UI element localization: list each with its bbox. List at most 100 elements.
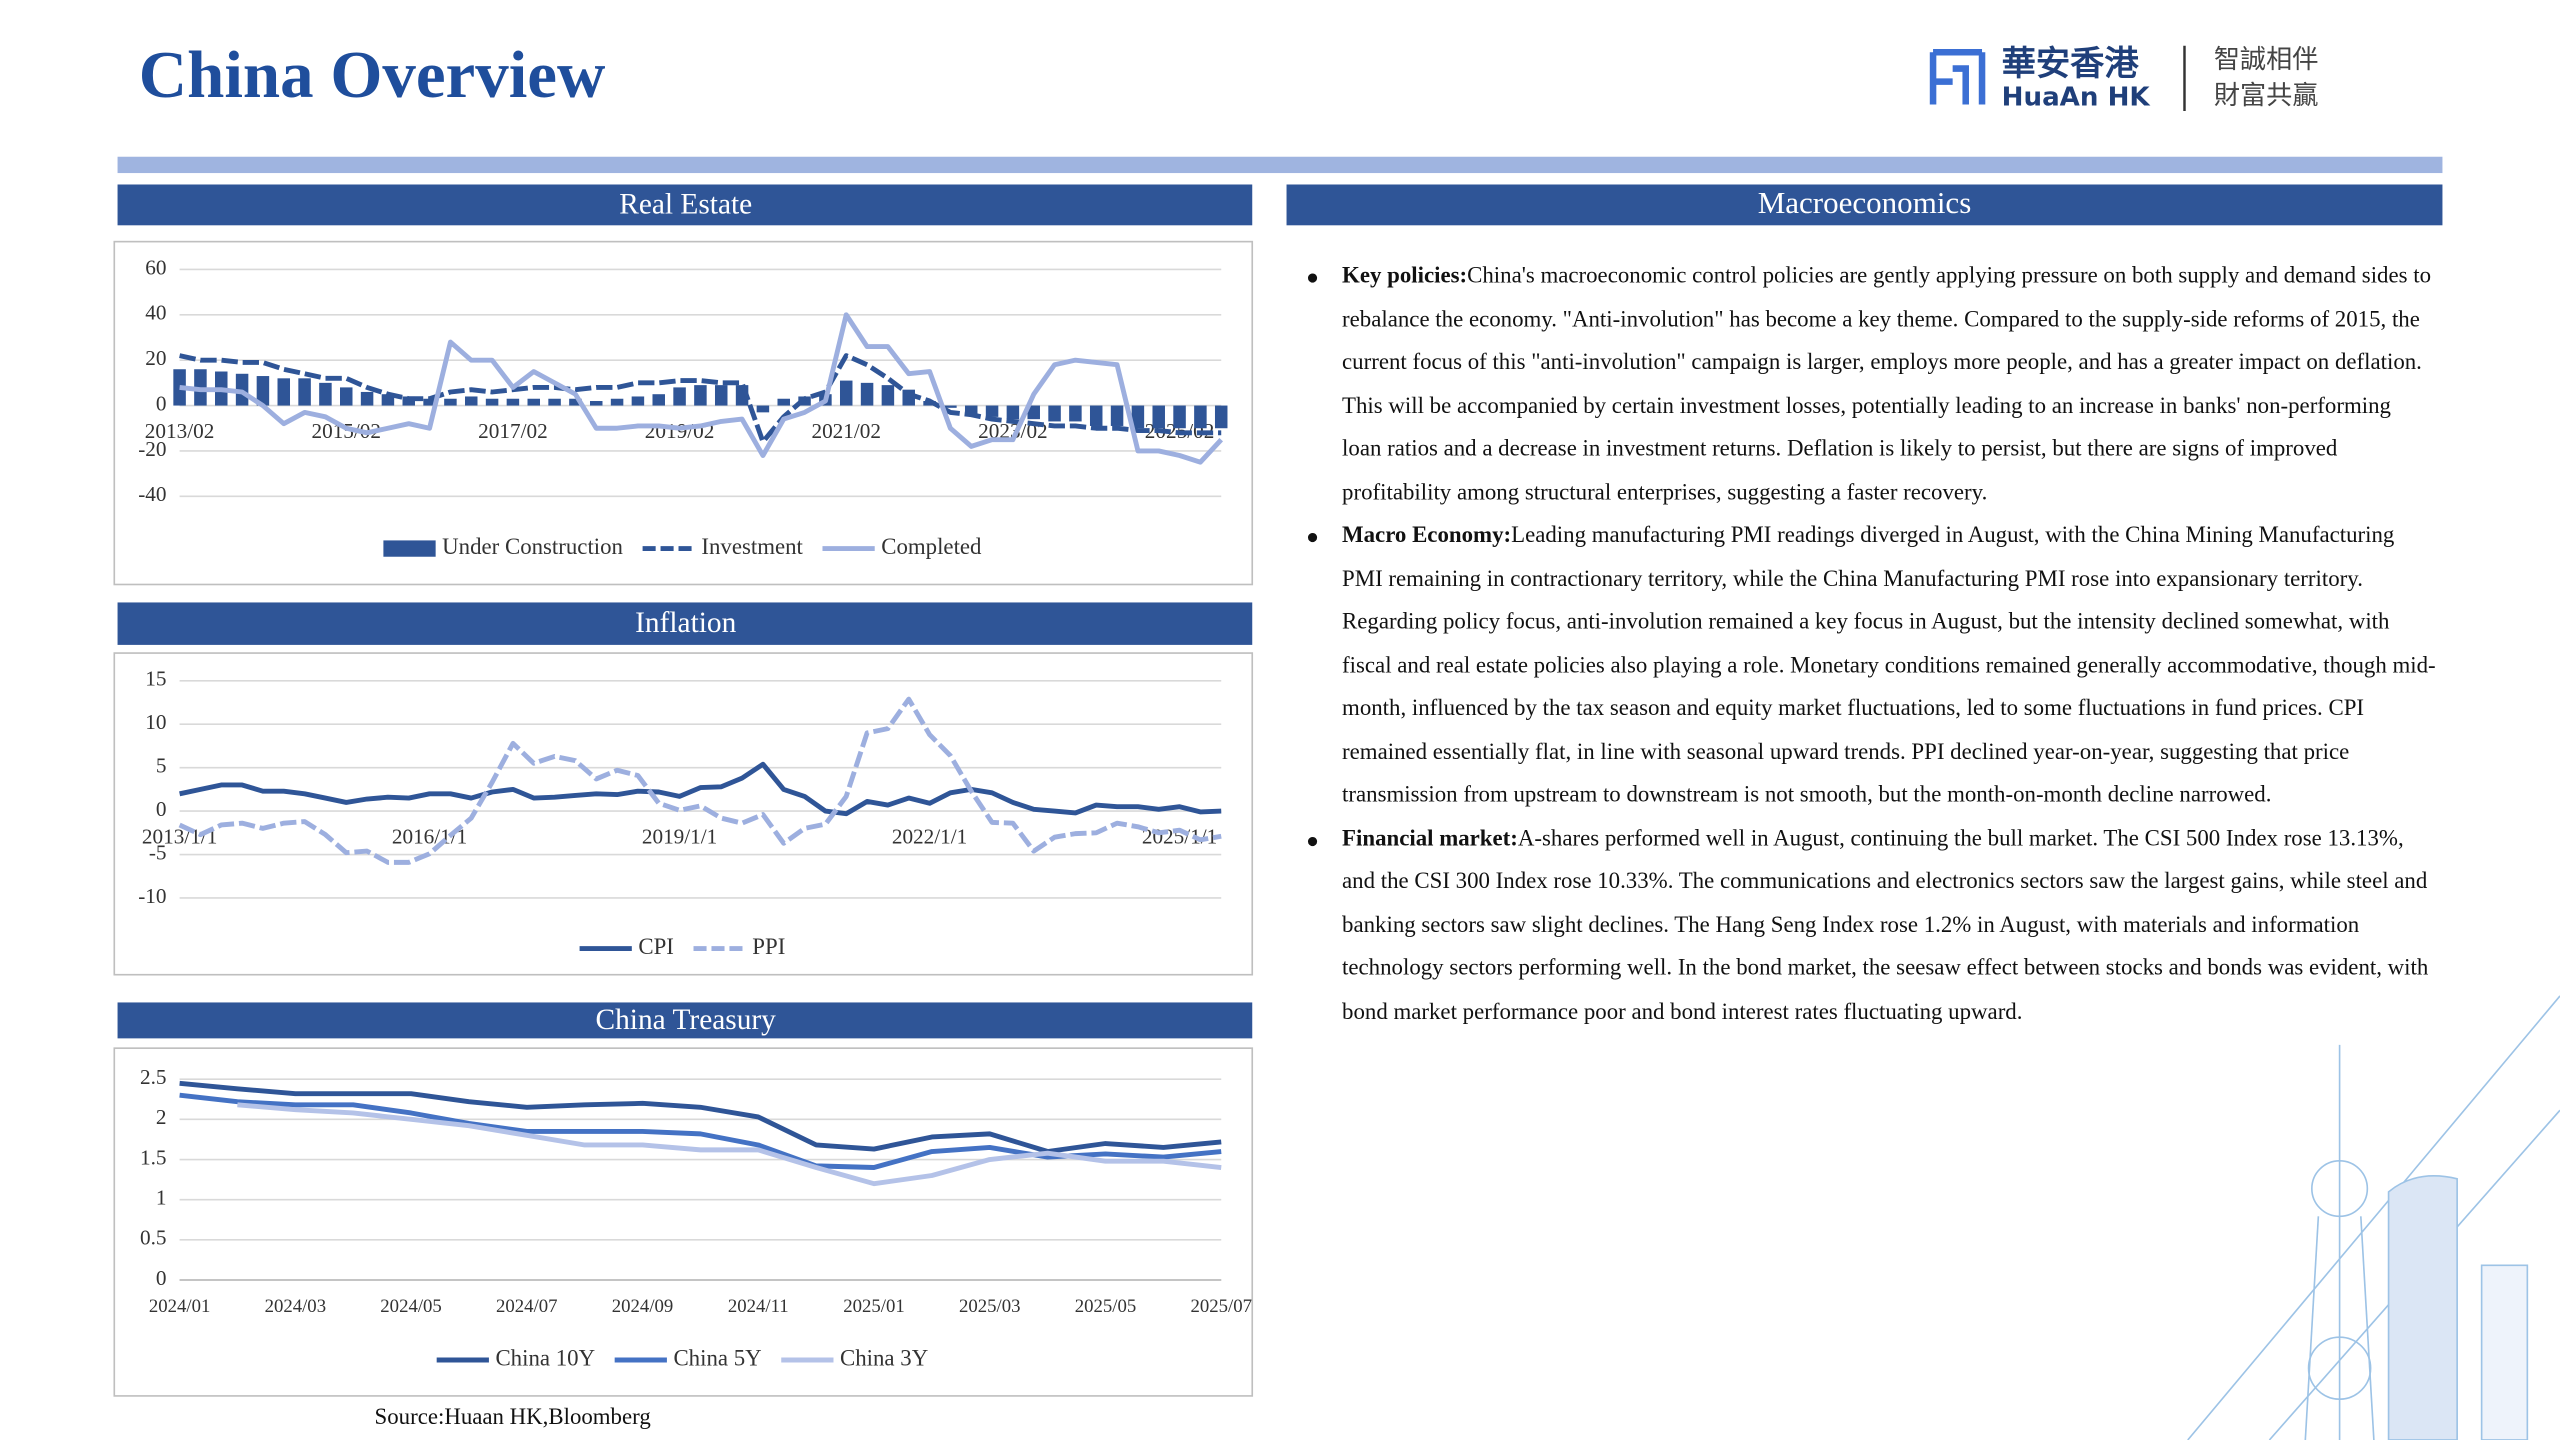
bar xyxy=(777,398,790,406)
legend: CPI PPI xyxy=(579,934,785,959)
bar xyxy=(1110,405,1124,426)
bar xyxy=(423,398,436,406)
bar xyxy=(756,405,770,413)
x-tick-label: 2019/1/1 xyxy=(642,825,717,849)
y-tick-label: 2 xyxy=(156,1105,167,1129)
legend-swatch xyxy=(383,540,436,557)
x-tick-label: 2024/05 xyxy=(380,1296,442,1317)
y-tick-label: 1.5 xyxy=(140,1145,167,1169)
bar xyxy=(548,398,561,406)
bar xyxy=(1214,405,1228,429)
y-tick-label: 20 xyxy=(145,346,166,370)
bar xyxy=(714,385,728,406)
y-tick-label: -20 xyxy=(138,437,166,461)
bar xyxy=(256,376,270,406)
legend: China 10Y China 5Y China 3Y xyxy=(436,1345,928,1370)
bar xyxy=(464,396,478,406)
legend-label: Investment xyxy=(701,534,803,559)
macro-text: Key policies:China's macroeconomic contr… xyxy=(1306,256,2436,1035)
bar xyxy=(319,382,332,406)
bar xyxy=(1027,405,1040,420)
y-tick-label: 2.5 xyxy=(140,1065,167,1089)
divider-bar xyxy=(117,156,2443,174)
bar xyxy=(381,394,395,406)
section-header xyxy=(117,1002,1253,1039)
x-tick-label: 2025/05 xyxy=(1075,1296,1137,1317)
bar xyxy=(277,378,291,406)
bar xyxy=(298,378,311,406)
bar xyxy=(173,369,186,406)
y-tick-label: 0 xyxy=(156,391,167,415)
logo-slogan: 智誠相伴 xyxy=(2214,45,2318,75)
x-tick-label: 2025/03 xyxy=(959,1296,1021,1317)
legend: Under Construction Investment Completed xyxy=(383,534,982,559)
chart-frame xyxy=(113,652,1254,976)
y-tick-label: 1 xyxy=(156,1186,167,1210)
y-tick-label: 0 xyxy=(156,1266,167,1290)
bar xyxy=(569,398,582,406)
skyline-decoration xyxy=(2187,995,2560,1440)
line-series xyxy=(179,761,1222,817)
bullet-text: China's macroeconomic control policies a… xyxy=(1342,264,2432,506)
section-header xyxy=(1286,184,2443,226)
logo-cn: 華安香港 xyxy=(2002,44,2140,84)
bullet-item: Financial market:A-shares performed well… xyxy=(1306,819,2436,1035)
bullet-item: Key policies:China's macroeconomic contr… xyxy=(1306,256,2436,516)
bar xyxy=(610,398,624,406)
section-title: Macroeconomics xyxy=(1758,185,1972,220)
bullet-label: Macro Economy: xyxy=(1342,524,1512,549)
bullet-text: Leading manufacturing PMI readings diver… xyxy=(1342,524,2436,809)
bullet-item: Macro Economy:Leading manufacturing PMI … xyxy=(1306,516,2436,819)
legend-label: China 3Y xyxy=(840,1345,928,1370)
bar xyxy=(506,398,520,406)
y-tick-label: -10 xyxy=(138,884,166,908)
bar xyxy=(1152,405,1165,429)
y-tick-label: 10 xyxy=(145,710,166,734)
x-tick-label: 2024/11 xyxy=(728,1296,789,1317)
legend-label: Under Construction xyxy=(442,534,623,559)
chart-title: Inflation xyxy=(635,607,736,639)
bar xyxy=(527,398,540,406)
bar xyxy=(1006,405,1020,420)
bar xyxy=(1194,405,1207,429)
bar xyxy=(360,391,374,406)
y-tick-label: 60 xyxy=(145,255,166,279)
y-tick-label: 40 xyxy=(145,301,166,325)
x-tick-label: 2024/03 xyxy=(265,1296,327,1317)
legend-label: PPI xyxy=(752,934,785,959)
y-tick-label: -5 xyxy=(149,840,167,864)
bullet-text: A-shares performed well in August, conti… xyxy=(1342,826,2429,1025)
bar xyxy=(589,401,603,406)
x-tick-label: 2024/09 xyxy=(612,1296,674,1317)
bar xyxy=(944,405,957,408)
section-header xyxy=(117,602,1253,645)
section-header xyxy=(117,184,1253,226)
logo: 華安香港 HuaAn HK 智誠相伴 財富共贏 xyxy=(1929,44,2318,112)
line-series xyxy=(179,353,1222,445)
x-tick-label: 2025/01 xyxy=(843,1296,905,1317)
bullet-label: Key policies: xyxy=(1342,264,1468,289)
bar xyxy=(485,398,499,406)
legend-label: CPI xyxy=(638,934,674,959)
x-tick-label: 2024/07 xyxy=(496,1296,558,1317)
x-tick-label: 2017/02 xyxy=(478,419,548,443)
bar xyxy=(1048,405,1061,422)
legend-label: China 10Y xyxy=(495,1345,595,1370)
line-series xyxy=(179,1092,1222,1170)
x-tick-label: 2024/01 xyxy=(149,1296,211,1317)
bar xyxy=(652,394,665,406)
y-tick-label: 0.5 xyxy=(140,1226,167,1250)
bar xyxy=(860,382,874,406)
bar xyxy=(881,385,895,406)
logo-slogan: 財富共贏 xyxy=(2214,81,2318,111)
line-series xyxy=(179,312,1224,465)
bar xyxy=(631,396,645,406)
bar xyxy=(444,398,457,406)
bar xyxy=(673,387,686,406)
logo-en: HuaAn HK xyxy=(2002,82,2152,112)
x-tick-label: 2022/1/1 xyxy=(892,825,967,849)
x-tick-label: 2025/07 xyxy=(1190,1296,1252,1317)
